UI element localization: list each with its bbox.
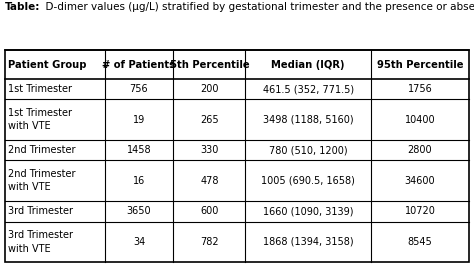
Text: Median (IQR): Median (IQR) (271, 60, 345, 70)
Text: 780 (510, 1200): 780 (510, 1200) (269, 145, 347, 155)
Text: 2nd Trimester
with VTE: 2nd Trimester with VTE (9, 169, 76, 192)
Text: 3650: 3650 (127, 206, 151, 217)
Text: 8545: 8545 (408, 237, 432, 247)
Text: 16: 16 (133, 176, 145, 186)
Text: 330: 330 (200, 145, 219, 155)
Text: 1st Trimester
with VTE: 1st Trimester with VTE (9, 108, 73, 131)
Text: 782: 782 (200, 237, 219, 247)
Text: 3rd Trimester: 3rd Trimester (9, 206, 73, 217)
Text: 600: 600 (200, 206, 219, 217)
Text: 2nd Trimester: 2nd Trimester (9, 145, 76, 155)
Text: 756: 756 (130, 84, 148, 94)
Text: 19: 19 (133, 115, 145, 125)
Text: 10720: 10720 (405, 206, 436, 217)
Text: 3rd Trimester
with VTE: 3rd Trimester with VTE (9, 230, 73, 254)
Text: 1660 (1090, 3139): 1660 (1090, 3139) (263, 206, 353, 217)
Text: 3498 (1188, 5160): 3498 (1188, 5160) (263, 115, 354, 125)
Text: 34600: 34600 (405, 176, 435, 186)
Text: 265: 265 (200, 115, 219, 125)
Text: Patient Group: Patient Group (9, 60, 87, 70)
Text: 478: 478 (200, 176, 219, 186)
Text: 461.5 (352, 771.5): 461.5 (352, 771.5) (263, 84, 354, 94)
Text: Table:: Table: (5, 2, 40, 12)
Text: 1st Trimester: 1st Trimester (9, 84, 73, 94)
Text: D-dimer values (μg/L) stratified by gestational trimester and the presence or ab: D-dimer values (μg/L) stratified by gest… (39, 2, 474, 12)
Text: 1458: 1458 (127, 145, 151, 155)
Text: 5th Percentile: 5th Percentile (170, 60, 249, 70)
Text: 95th Percentile: 95th Percentile (377, 60, 463, 70)
Text: 1756: 1756 (408, 84, 432, 94)
Text: 1005 (690.5, 1658): 1005 (690.5, 1658) (261, 176, 355, 186)
Text: 10400: 10400 (405, 115, 435, 125)
Text: 34: 34 (133, 237, 145, 247)
Text: 1868 (1394, 3158): 1868 (1394, 3158) (263, 237, 354, 247)
Text: 2800: 2800 (408, 145, 432, 155)
Text: 200: 200 (200, 84, 219, 94)
Text: # of Patients: # of Patients (102, 60, 175, 70)
